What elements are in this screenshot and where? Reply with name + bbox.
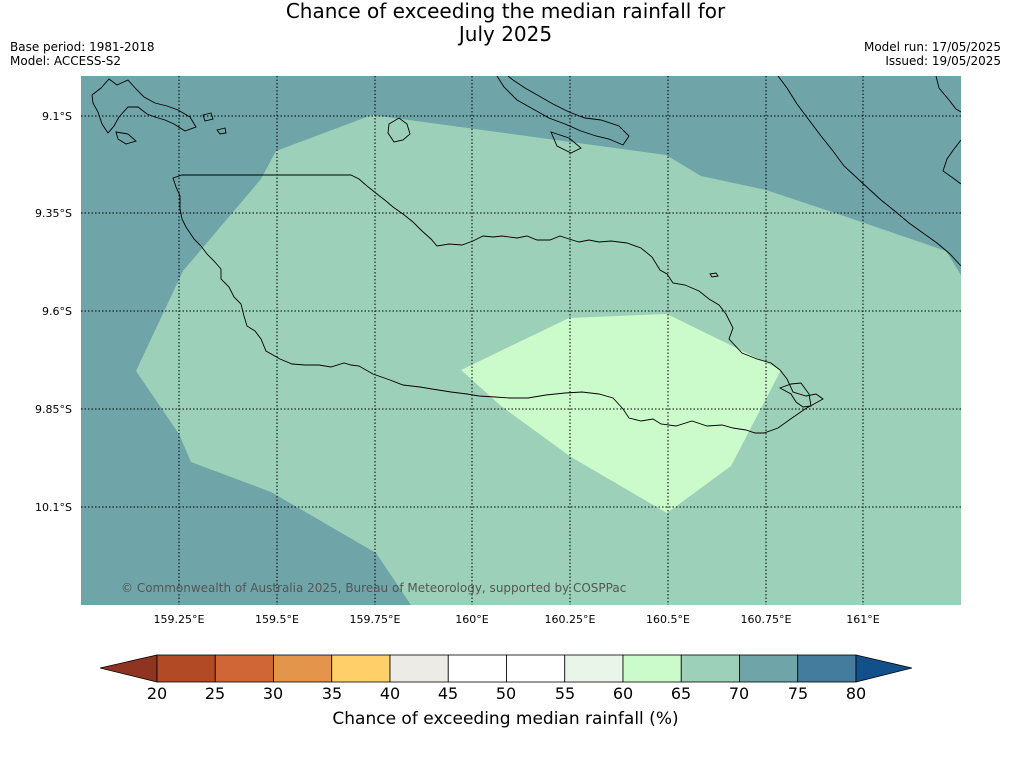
- rainfall-map: © Commonwealth of Australia 2025, Bureau…: [81, 76, 961, 605]
- colorbar-swatch-60-65: [622, 654, 682, 683]
- florida-islands-outline: [496, 76, 630, 154]
- title-line-1: Chance of exceeding the median rainfall …: [285, 0, 726, 23]
- colorbar-tick-70: 70: [728, 684, 750, 703]
- lon-label-160-25: 160.25°E: [544, 613, 596, 626]
- title-line-2: July 2025: [458, 22, 553, 46]
- chart-title: Chance of exceeding the median rainfall …: [0, 0, 1011, 46]
- colorbar: [100, 654, 912, 683]
- colorbar-over-arrow: [855, 654, 912, 683]
- colorbar-swatch-55-60: [564, 654, 624, 683]
- colorbar-tick-40: 40: [379, 684, 401, 703]
- lon-label-159-75: 159.75°E: [349, 613, 401, 626]
- lon-label-161: 161°E: [846, 613, 880, 626]
- lon-label-159-5: 159.5°E: [255, 613, 299, 626]
- guadalcanal-outline: [172, 174, 824, 434]
- land-outlines: [91, 76, 961, 434]
- lon-label-160-5: 160.5°E: [646, 613, 690, 626]
- meta-left: Base period: 1981-2018 Model: ACCESS-S2: [10, 40, 155, 68]
- colorbar-tick-45: 45: [437, 684, 459, 703]
- colorbar-under-arrow: [100, 654, 158, 683]
- colorbar-swatch-45-50: [447, 654, 507, 683]
- islet-outline-b: [709, 272, 719, 278]
- colorbar-swatch-70-75: [739, 654, 799, 683]
- colorbar-swatch-35-40: [331, 654, 391, 683]
- meta-right: Model run: 17/05/2025 Issued: 19/05/2025: [864, 40, 1001, 68]
- colorbar-swatch-40-45: [389, 654, 449, 683]
- base-period: Base period: 1981-2018: [10, 40, 155, 54]
- lat-label-9-85: 9.85°S: [35, 403, 72, 416]
- lon-label-160-75: 160.75°E: [740, 613, 792, 626]
- malaita-outline: [777, 76, 961, 267]
- model-name: Model: ACCESS-S2: [10, 54, 122, 68]
- map-gridlines: [81, 76, 961, 605]
- lon-label-159-25: 159.25°E: [153, 613, 205, 626]
- colorbar-tick-25: 25: [204, 684, 226, 703]
- colorbar-swatch-50-55: [506, 654, 566, 683]
- colorbar-title: Chance of exceeding median rainfall (%): [332, 709, 679, 729]
- colorbar-tick-65: 65: [670, 684, 692, 703]
- lat-label-9-1: 9.1°S: [42, 110, 72, 123]
- colorbar-swatch-65-70: [680, 654, 740, 683]
- islet-outline-a: [778, 382, 812, 408]
- colorbar-tick-20: 20: [146, 684, 168, 703]
- lat-label-10-1: 10.1°S: [35, 501, 72, 514]
- savo-outline: [387, 117, 411, 143]
- model-run: Model run: 17/05/2025: [863, 40, 1001, 54]
- colorbar-tick-50: 50: [495, 684, 517, 703]
- colorbar-tick-55: 55: [554, 684, 576, 703]
- colorbar-swatch-30-35: [273, 654, 333, 683]
- colorbar-swatch-25-30: [214, 654, 274, 683]
- lat-label-9-35: 9.35°S: [35, 207, 72, 220]
- colorbar-tick-80: 80: [845, 684, 867, 703]
- colorbar-tick-30: 30: [262, 684, 284, 703]
- region-60-65: [461, 314, 781, 513]
- lat-label-9-6: 9.6°S: [42, 305, 72, 318]
- issued-date: Issued: 19/05/2025: [885, 54, 1001, 68]
- lon-label-160: 160°E: [455, 613, 489, 626]
- colorbar-swatch-20-25: [156, 654, 216, 683]
- nggela-islets-outline: [91, 78, 227, 145]
- colorbar-tick-60: 60: [612, 684, 634, 703]
- colorbar-tick-75: 75: [787, 684, 809, 703]
- colorbar-tick-35: 35: [321, 684, 343, 703]
- colorbar-swatch-75-80: [797, 654, 857, 683]
- copyright-notice: © Commonwealth of Australia 2025, Bureau…: [121, 581, 626, 595]
